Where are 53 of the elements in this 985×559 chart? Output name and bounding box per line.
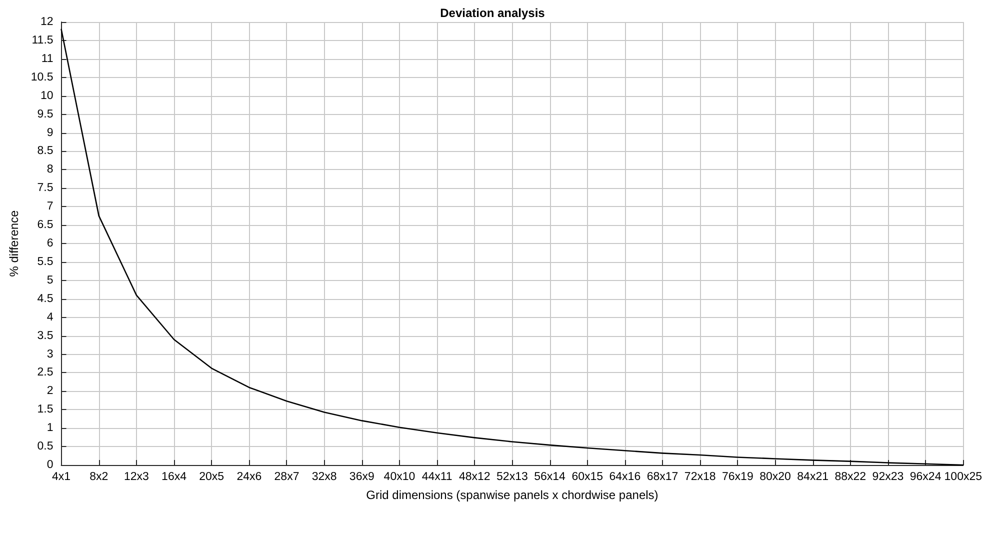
x-tick-label: 60x15 xyxy=(572,471,604,483)
x-tick-label: 24x6 xyxy=(236,471,262,483)
x-tick-label: 76x19 xyxy=(722,471,754,483)
x-tick-label: 32x8 xyxy=(312,471,337,483)
x-tick-label: 92x23 xyxy=(872,471,904,483)
x-tick-label: 4x1 xyxy=(52,471,71,483)
y-tick-label: 2 xyxy=(46,385,54,398)
x-tick-label: 16x4 xyxy=(162,471,188,483)
x-tick-label: 36x9 xyxy=(349,471,374,483)
y-tick-label: 4.5 xyxy=(37,292,54,305)
x-tick-label: 52x13 xyxy=(496,471,528,483)
y-tick-label: 2.5 xyxy=(37,366,54,379)
x-tick-label: 64x16 xyxy=(609,471,641,483)
y-tick-label: 7 xyxy=(46,200,54,213)
y-tick-label: 9 xyxy=(46,126,54,139)
x-tick-label: 96x24 xyxy=(910,471,942,483)
x-tick-label: 8x2 xyxy=(90,471,108,483)
x-tick-label: 28x7 xyxy=(274,471,300,483)
y-tick-label: 12 xyxy=(40,16,54,28)
x-tick-label: 40x10 xyxy=(384,471,416,483)
x-tick-label: 48x12 xyxy=(458,471,490,483)
y-tick-label: 7.5 xyxy=(37,182,54,194)
y-tick-label: 0.5 xyxy=(37,440,54,453)
x-tick-label: 72x18 xyxy=(684,471,716,483)
y-axis-title: % difference xyxy=(7,210,21,277)
y-tick-label: 1 xyxy=(46,422,54,434)
x-tick-label: 56x14 xyxy=(534,471,566,483)
y-tick-label: 5.5 xyxy=(37,256,54,268)
y-tick-label: 3 xyxy=(46,348,54,360)
y-tick-label: 5 xyxy=(46,274,54,286)
x-tick-label: 88x22 xyxy=(834,471,866,483)
y-tick-label: 0 xyxy=(46,459,54,471)
y-tick-label: 8 xyxy=(46,164,54,176)
y-tick-label: 6 xyxy=(46,238,54,250)
y-tick-label: 3.5 xyxy=(37,330,54,342)
y-tick-label: 4 xyxy=(46,311,54,324)
x-axis-title: Grid dimensions (spanwise panels x chordwise panels) xyxy=(366,488,658,502)
y-tick-label: 6.5 xyxy=(37,219,54,232)
x-tick-label: 20x5 xyxy=(199,471,224,483)
y-tick-label: 10 xyxy=(40,90,54,102)
y-tick-label: 10.5 xyxy=(30,71,54,84)
x-tick-label: 84x21 xyxy=(797,471,828,483)
x-tick-label: 12x3 xyxy=(124,471,149,483)
x-tick-label: 80x20 xyxy=(760,471,791,483)
x-tick-label: 100x25 xyxy=(944,471,982,483)
y-tick-label: 8.5 xyxy=(37,145,54,158)
chart-title: Deviation analysis xyxy=(440,6,546,20)
y-tick-label: 11.5 xyxy=(32,34,54,46)
y-tick-label: 9.5 xyxy=(37,108,54,120)
x-tick-label: 44x11 xyxy=(422,471,452,483)
x-tick-label: 68x17 xyxy=(646,471,678,483)
y-tick-label: 11 xyxy=(41,52,54,65)
y-tick-label: 1.5 xyxy=(37,404,54,416)
